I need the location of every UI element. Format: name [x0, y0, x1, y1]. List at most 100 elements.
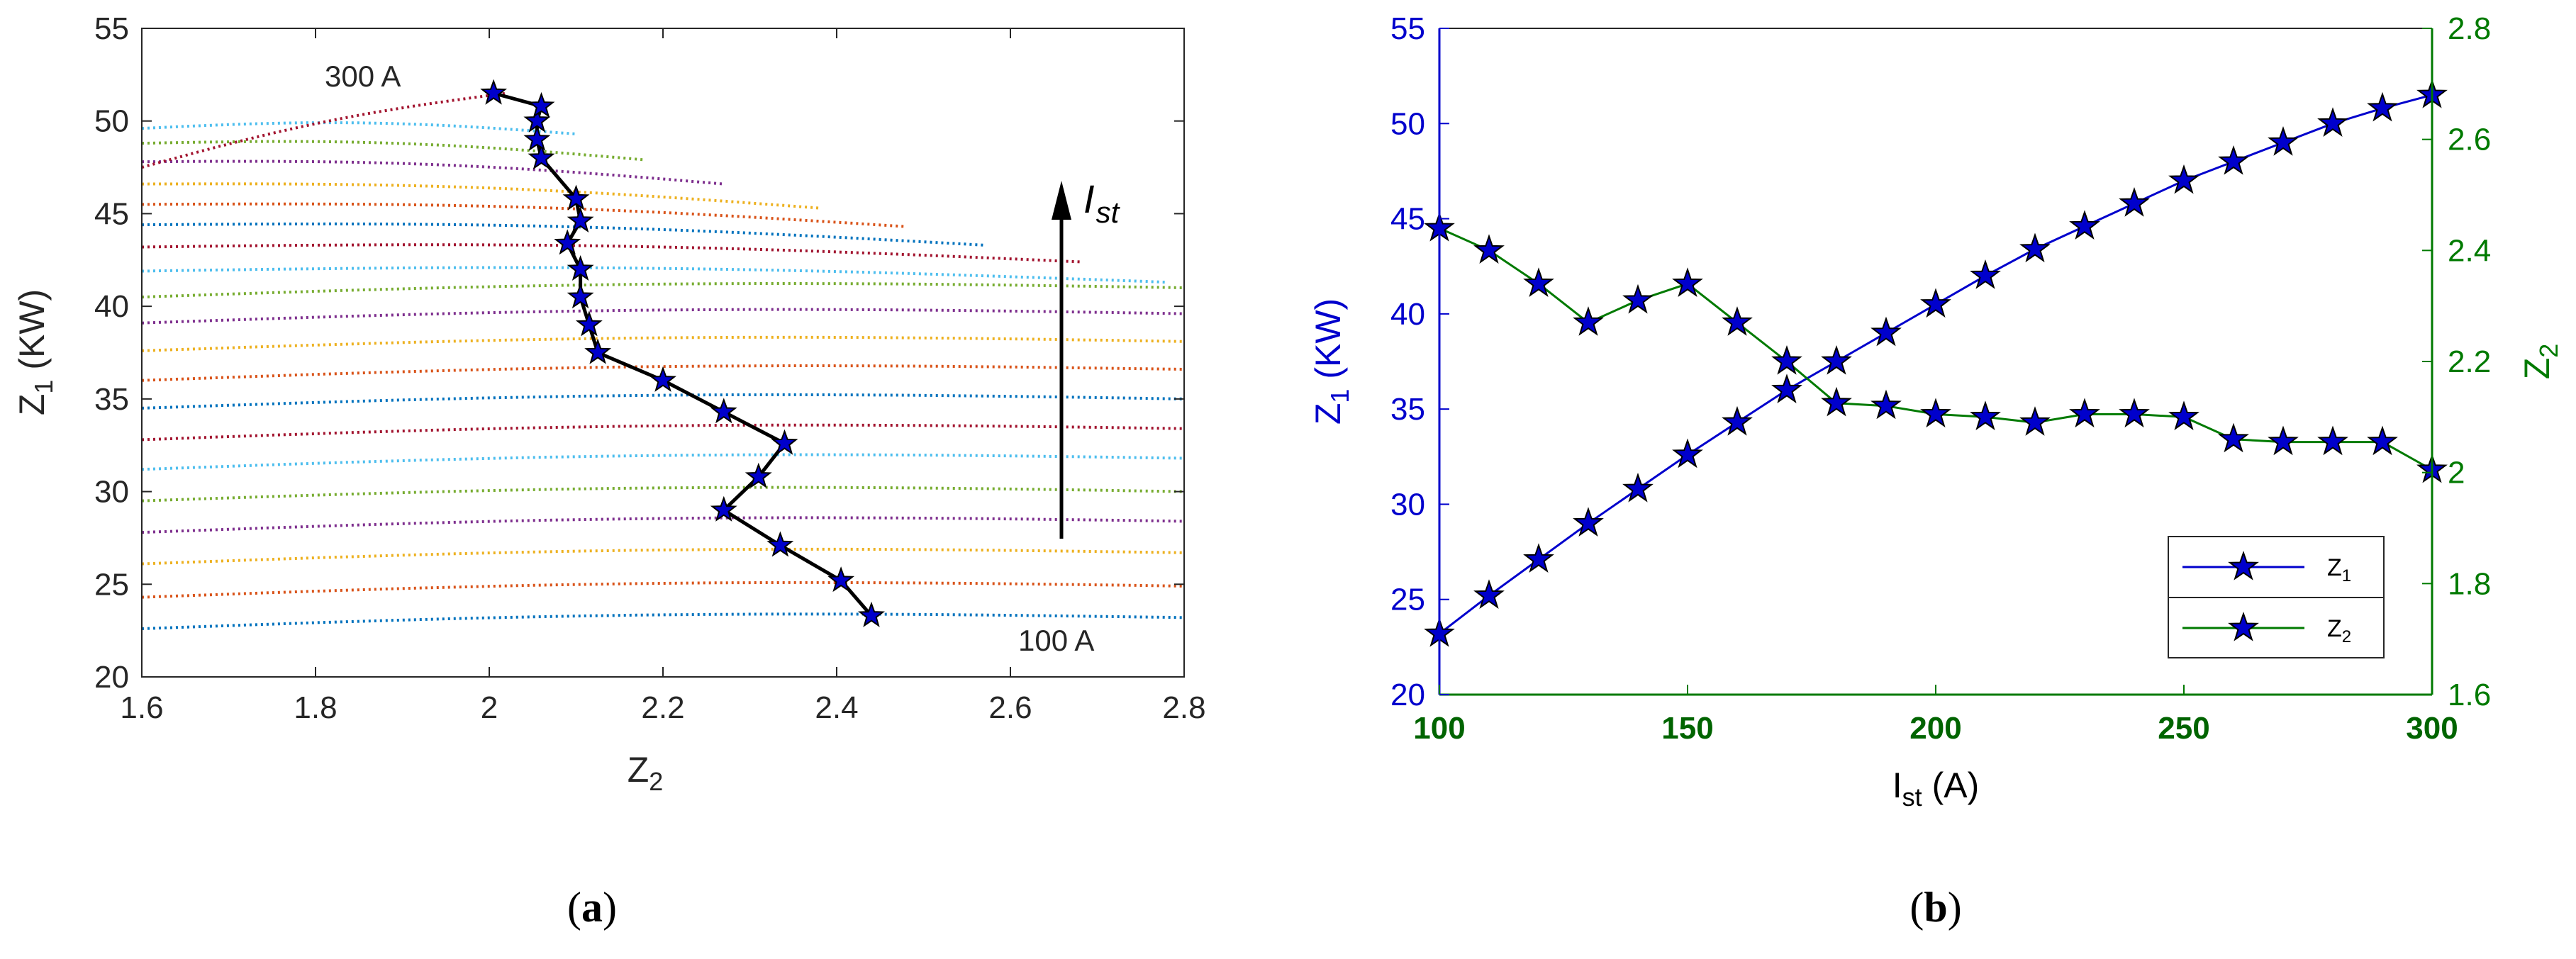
- panel-a-x-tick-label: 2: [481, 690, 498, 725]
- panel-b-x-tick-label: 200: [1909, 711, 1961, 746]
- panel-b-right-tick-label: 1.8: [2448, 566, 2491, 601]
- curve-180a: [141, 364, 1185, 382]
- optimal-point-star: [523, 125, 551, 151]
- series-z2-star: [1970, 400, 2001, 430]
- series-z1-star: [1523, 543, 1554, 573]
- series-z2-star: [1722, 306, 1753, 336]
- panel-b-right-tick-label: 2.2: [2448, 344, 2491, 379]
- series-z2-star: [1622, 284, 1654, 314]
- panel-a-y-label-unit: (KW): [12, 289, 52, 380]
- curve-300a: [141, 91, 507, 169]
- panel-a-x-label: Z2: [628, 750, 664, 796]
- panel-a-y-label-sub: 1: [29, 380, 58, 394]
- panel-b-right-y-label-sub: 2: [2534, 344, 2563, 358]
- panel-b-left-tick-label: 30: [1390, 487, 1425, 522]
- panel-a-x-tick-label: 1.6: [120, 690, 163, 725]
- label-300a: 300 A: [325, 60, 401, 93]
- panel-b-x-tick-label: 300: [2406, 711, 2458, 746]
- panel-b-legend: Z1 Z2: [2168, 536, 2385, 658]
- panel-b: 100 150 200 250 300 20 25 30 35 40 45 50 55 1.6 1.8 2…: [1308, 11, 2563, 931]
- panel-b-left-tick-label: 25: [1390, 583, 1425, 617]
- panel-a-y-tick-label: 20: [94, 660, 129, 695]
- series-z2-star: [2218, 422, 2249, 453]
- series-z1-star: [1821, 344, 1852, 375]
- curve-190a: [141, 335, 1185, 352]
- panel-b-left-y-label-unit: (KW): [1308, 298, 1348, 389]
- series-z1-star: [2069, 210, 2100, 240]
- panel-a-plot-area: [142, 28, 1184, 677]
- series-z2-star: [1920, 398, 1951, 428]
- panel-b-right-tick-label: 2.8: [2448, 11, 2491, 46]
- curve-290a: [141, 121, 576, 135]
- panel-b-x-ticks: 100 150 200 250 300: [1413, 685, 2458, 746]
- series-z1-star: [1722, 405, 1753, 436]
- series-z1-star: [1622, 472, 1654, 503]
- series-z2-star: [2367, 425, 2398, 456]
- panel-b-left-tick-label: 50: [1390, 106, 1425, 141]
- optimal-point-star: [554, 229, 581, 255]
- panel-b-x-tick-label: 250: [2158, 711, 2209, 746]
- panel-b-caption-letter: b: [1924, 884, 1947, 931]
- panel-b-x-label: Ist (A): [1892, 765, 1979, 812]
- optimal-point-star: [827, 566, 855, 593]
- panel-a-x-label-sub: 2: [649, 767, 663, 796]
- curve-110a: [141, 581, 1185, 599]
- panel-b-left-y-label: Z1 (KW): [1308, 298, 1354, 425]
- curve-160a: [141, 423, 1185, 442]
- panel-a-x-tick-label: 2.6: [988, 690, 1032, 725]
- series-z2-star: [2268, 425, 2299, 456]
- panel-a-caption-open: (: [567, 884, 581, 931]
- series-z2-star: [1473, 234, 1505, 264]
- panel-a-x-tick-label: 1.8: [294, 690, 337, 725]
- legend-z1-label: Z1: [2327, 554, 2351, 585]
- optimal-point-star: [562, 184, 590, 211]
- series-z2-star: [2069, 398, 2100, 428]
- curve-150a: [141, 453, 1185, 471]
- series-z1-star: [1771, 374, 1802, 403]
- panel-a-x-label-main: Z: [628, 750, 649, 790]
- panel-a-x-ticks: 1.6 1.8 2 2.2 2.4 2.6 2.8: [120, 28, 1206, 725]
- panel-a-curves: [141, 91, 1185, 630]
- curve-280a: [141, 140, 646, 162]
- panel-b-caption: (b): [1909, 884, 1961, 931]
- legend-z1-sub: 1: [2342, 566, 2351, 585]
- panel-a-x-tick-label: 2.8: [1162, 690, 1205, 725]
- legend-z1-star-icon: [2228, 550, 2259, 581]
- panel-a-y-tick-label: 35: [94, 382, 129, 417]
- curve-100a: [141, 612, 1185, 630]
- panel-a-y-ticks: 20 25 30 35 40 45 50 55: [94, 11, 1184, 695]
- series-z2-star: [1523, 267, 1554, 297]
- panel-a-caption-close: ): [603, 884, 617, 931]
- panel-b-x-label-main: I: [1892, 765, 1902, 805]
- panel-a-y-tick-label: 55: [94, 11, 129, 46]
- series-z1-star: [2218, 145, 2249, 175]
- optimal-point-star: [567, 283, 594, 309]
- series-z1-star: [2268, 126, 2299, 156]
- series-z2-star: [2317, 425, 2348, 456]
- arrow-label-ist: Ist: [1083, 176, 1121, 229]
- curve-200a: [141, 308, 1185, 325]
- panel-a-y-label: Z1 (KW): [12, 289, 58, 415]
- legend-z2-label: Z2: [2327, 615, 2351, 646]
- panel-b-left-tick-label: 20: [1390, 678, 1425, 712]
- optimal-point-star: [528, 91, 555, 118]
- series-z2-star: [1870, 389, 1902, 420]
- series-z1-star: [2367, 91, 2398, 122]
- series-z1-star: [1573, 507, 1604, 537]
- panel-b-left-tick-label: 55: [1390, 11, 1425, 46]
- panel-a-caption-letter: a: [581, 884, 603, 931]
- current-arrow-head: [1052, 181, 1071, 220]
- panel-a-x-tick-label: 2.2: [641, 690, 684, 725]
- optimal-point-star: [771, 429, 798, 455]
- optimal-point-star: [649, 366, 676, 392]
- optimal-point-star: [584, 338, 612, 364]
- panel-a-y-tick-label: 25: [94, 567, 129, 602]
- panel-b-caption-close: ): [1948, 884, 1962, 931]
- legend-z2-main: Z: [2327, 615, 2342, 642]
- series-z1-star: [1870, 316, 1902, 347]
- series-z1-star: [1970, 259, 2001, 289]
- panel-b-right-y-label: Z2: [2517, 344, 2563, 380]
- arrow-label-main: I: [1083, 176, 1095, 221]
- optimal-point-star: [567, 254, 594, 281]
